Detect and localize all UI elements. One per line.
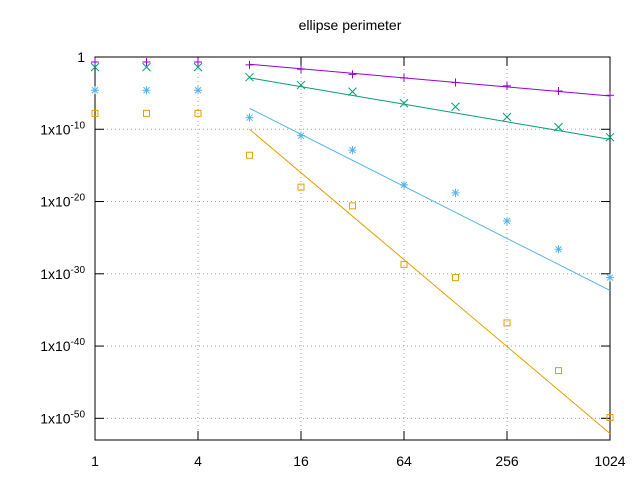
y-tick-label: 1x10-20 <box>40 193 85 210</box>
point <box>554 122 563 132</box>
point <box>400 260 408 268</box>
point <box>605 132 615 142</box>
point <box>143 109 150 117</box>
x-tick-label: 16 <box>293 453 309 469</box>
point <box>245 60 254 69</box>
point <box>296 80 306 90</box>
fit-line <box>249 77 611 140</box>
point <box>142 86 151 95</box>
point <box>554 86 563 95</box>
point <box>555 367 562 375</box>
point <box>348 146 357 155</box>
point <box>91 58 99 67</box>
point <box>502 112 512 122</box>
x-tick-label: 64 <box>396 453 412 469</box>
y-tick-label: 1x10-10 <box>40 120 85 137</box>
fit-line <box>249 107 611 291</box>
point <box>90 62 100 72</box>
x-tick-label: 4 <box>194 453 202 469</box>
plot-frame <box>94 56 611 441</box>
chart-title: ellipse perimeter <box>299 17 402 33</box>
point <box>606 413 614 421</box>
point <box>193 62 203 72</box>
y-tick-label: 1x10-50 <box>40 409 85 426</box>
point <box>142 62 151 72</box>
point <box>246 151 253 159</box>
point <box>349 202 356 210</box>
point <box>451 78 460 87</box>
point <box>451 188 460 197</box>
point <box>245 72 254 82</box>
x-tick-label: 1024 <box>594 453 625 469</box>
point <box>91 86 99 95</box>
point <box>400 180 408 189</box>
fit-line <box>249 128 611 434</box>
y-tick-label: 1x10-30 <box>40 265 85 282</box>
point <box>503 217 511 226</box>
point <box>91 109 99 117</box>
point <box>400 73 408 82</box>
point <box>554 245 563 254</box>
point <box>297 131 305 140</box>
point <box>297 65 305 74</box>
point <box>194 58 202 67</box>
point <box>245 113 254 122</box>
y-tick-label: 1x10-40 <box>40 337 85 354</box>
point <box>399 98 409 108</box>
point <box>503 81 511 90</box>
point <box>194 109 202 117</box>
point <box>606 273 614 282</box>
point <box>348 87 357 97</box>
x-tick-label: 1 <box>91 453 99 469</box>
point <box>503 319 511 327</box>
point <box>451 102 460 112</box>
x-tick-label: 256 <box>495 453 519 469</box>
point <box>297 183 305 191</box>
point <box>348 70 357 79</box>
fit-line <box>249 63 611 97</box>
point <box>606 91 614 100</box>
y-tick-label: 1 <box>77 49 85 65</box>
point <box>452 274 459 282</box>
point <box>142 58 151 67</box>
point <box>194 86 202 95</box>
